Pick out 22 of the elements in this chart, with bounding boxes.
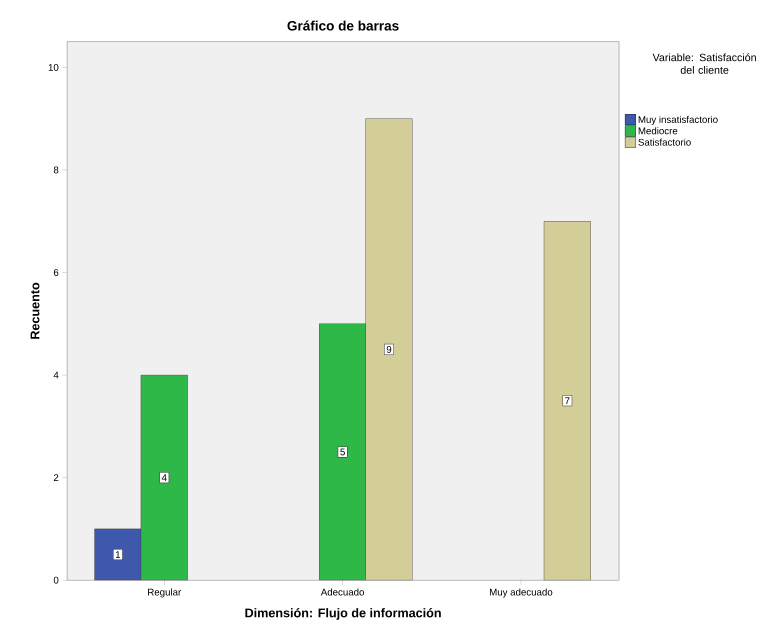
y-tick-label: 10 (48, 64, 58, 71)
data-label: 5 (340, 448, 345, 456)
legend-label: Muy insatisfactorio (638, 116, 718, 125)
data-label: 9 (386, 346, 392, 353)
x-tick-label: Adecuado (320, 588, 364, 596)
bar (544, 220, 591, 580)
x-tick-label: Muy adecuado (490, 588, 552, 598)
x-tick-label: Regular (148, 588, 182, 598)
data-label: 1 (116, 550, 120, 558)
y-tick-label: 0 (54, 576, 58, 584)
y-tick-label: 2 (54, 474, 58, 481)
y-axis-title: Recuento (30, 282, 40, 339)
data-label: 7 (565, 397, 570, 404)
legend-title: Variable: Satisfacción del cliente (652, 53, 756, 74)
y-tick-label: 6 (54, 268, 58, 276)
y-tick-label: 8 (54, 166, 58, 174)
chart-title: Gráfico de barras (287, 20, 399, 30)
y-tick-label: 4 (54, 371, 58, 378)
legend-label: Satisfactorio (638, 138, 691, 146)
data-label: 4 (162, 474, 167, 481)
legend-label: Mediocre (638, 126, 678, 134)
x-axis-title: Dimensión: Flujo de información (245, 608, 441, 620)
